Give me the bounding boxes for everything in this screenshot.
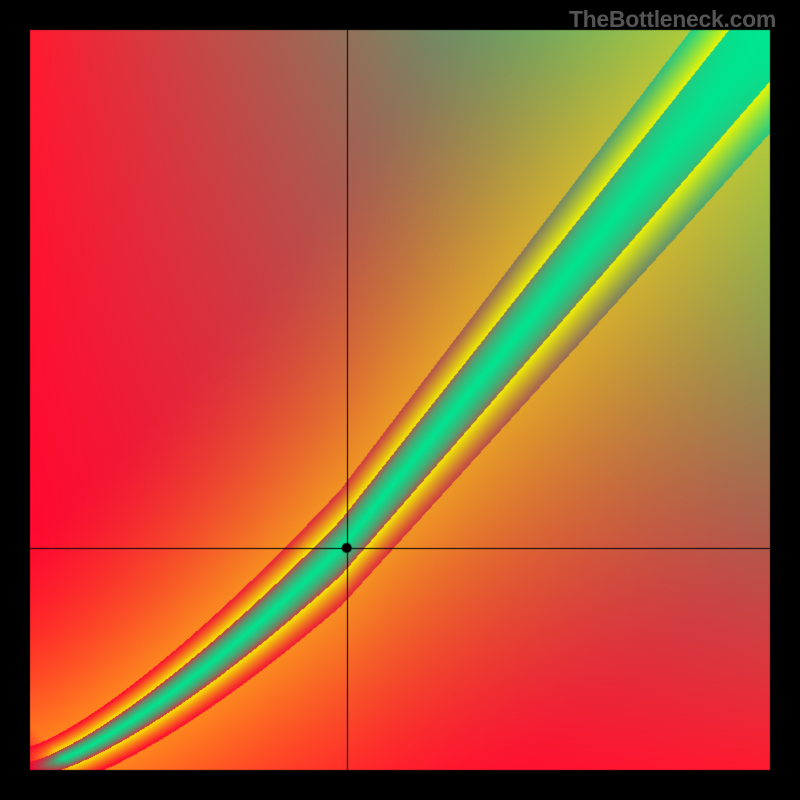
heatmap-canvas (0, 0, 800, 800)
chart-container: TheBottleneck.com (0, 0, 800, 800)
watermark-text: TheBottleneck.com (569, 6, 776, 33)
